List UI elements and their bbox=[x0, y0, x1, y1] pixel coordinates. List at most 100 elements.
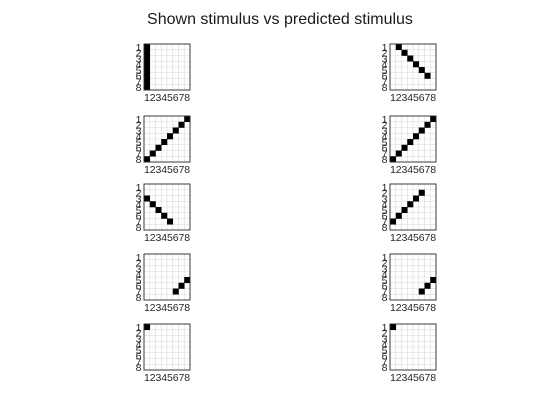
x-tick-label: 2 bbox=[150, 92, 156, 104]
x-tick-label: 5 bbox=[167, 92, 173, 104]
y-tick-label: 1 bbox=[136, 42, 142, 54]
y-tick-label: 4 bbox=[382, 59, 388, 71]
y-tick-label: 1 bbox=[382, 252, 388, 264]
x-tick-label: 3 bbox=[155, 302, 161, 314]
filled-cell bbox=[418, 288, 425, 295]
filled-cell bbox=[155, 144, 162, 151]
y-tick-label: 8 bbox=[136, 222, 142, 234]
filled-cell bbox=[413, 195, 420, 202]
y-tick-label: 4 bbox=[136, 131, 142, 143]
x-tick-label: 6 bbox=[419, 92, 425, 104]
y-tick-label: 2 bbox=[382, 328, 388, 340]
y-tick-label: 2 bbox=[136, 328, 142, 340]
filled-cell bbox=[178, 121, 185, 128]
filled-cell bbox=[430, 277, 437, 284]
x-tick-label: 3 bbox=[401, 164, 407, 176]
x-tick-label: 1 bbox=[390, 302, 396, 314]
x-tick-label: 3 bbox=[155, 372, 161, 384]
x-tick-label: 2 bbox=[396, 164, 402, 176]
y-tick-label: 1 bbox=[382, 114, 388, 126]
y-tick-label: 6 bbox=[382, 351, 388, 363]
x-tick-label: 7 bbox=[424, 164, 430, 176]
x-tick-label: 6 bbox=[173, 302, 179, 314]
y-tick-label: 3 bbox=[136, 125, 142, 137]
x-tick-label: 6 bbox=[173, 232, 179, 244]
y-tick-label: 6 bbox=[136, 351, 142, 363]
filled-cell bbox=[172, 288, 179, 295]
x-tick-label: 1 bbox=[144, 92, 150, 104]
figure-title: Shown stimulus vs predicted stimulus bbox=[147, 11, 413, 28]
x-tick-label: 4 bbox=[161, 164, 167, 176]
x-tick-label: 7 bbox=[424, 372, 430, 384]
x-tick-label: 4 bbox=[407, 232, 413, 244]
x-tick-label: 1 bbox=[390, 232, 396, 244]
y-tick-label: 2 bbox=[136, 120, 142, 132]
filled-cell bbox=[155, 207, 162, 214]
filled-cell bbox=[149, 201, 156, 208]
y-tick-label: 1 bbox=[136, 252, 142, 264]
y-tick-label: 4 bbox=[136, 269, 142, 281]
y-tick-label: 5 bbox=[136, 137, 142, 149]
filled-cell bbox=[418, 67, 425, 74]
filled-cell bbox=[144, 67, 151, 74]
x-tick-label: 7 bbox=[178, 372, 184, 384]
y-tick-label: 8 bbox=[136, 82, 142, 94]
y-tick-label: 2 bbox=[382, 258, 388, 270]
filled-cell bbox=[144, 44, 151, 51]
y-tick-label: 7 bbox=[136, 148, 142, 160]
filled-cell bbox=[395, 44, 402, 51]
filled-cell bbox=[161, 139, 168, 146]
x-tick-label: 3 bbox=[401, 92, 407, 104]
y-tick-label: 7 bbox=[136, 216, 142, 228]
x-tick-label: 2 bbox=[150, 302, 156, 314]
y-tick-label: 1 bbox=[382, 42, 388, 54]
x-tick-label: 1 bbox=[390, 372, 396, 384]
x-tick-label: 5 bbox=[413, 372, 419, 384]
y-tick-label: 1 bbox=[136, 182, 142, 194]
y-tick-label: 3 bbox=[136, 333, 142, 345]
x-tick-label: 5 bbox=[413, 92, 419, 104]
x-tick-label: 5 bbox=[413, 232, 419, 244]
filled-cell bbox=[167, 133, 174, 140]
y-tick-label: 4 bbox=[136, 339, 142, 351]
y-tick-label: 8 bbox=[136, 154, 142, 166]
y-tick-label: 5 bbox=[136, 345, 142, 357]
x-tick-label: 3 bbox=[401, 232, 407, 244]
x-tick-label: 4 bbox=[407, 302, 413, 314]
x-tick-label: 5 bbox=[167, 164, 173, 176]
y-tick-label: 1 bbox=[382, 322, 388, 334]
x-tick-label: 7 bbox=[178, 164, 184, 176]
y-tick-label: 7 bbox=[382, 216, 388, 228]
filled-cell bbox=[144, 84, 151, 91]
y-tick-label: 3 bbox=[382, 53, 388, 65]
y-tick-label: 4 bbox=[136, 199, 142, 211]
y-tick-label: 8 bbox=[382, 222, 388, 234]
y-tick-label: 8 bbox=[382, 154, 388, 166]
x-tick-label: 8 bbox=[430, 302, 436, 314]
x-tick-label: 6 bbox=[419, 232, 425, 244]
y-tick-label: 7 bbox=[136, 286, 142, 298]
x-tick-label: 6 bbox=[419, 372, 425, 384]
filled-cell bbox=[401, 144, 408, 151]
filled-cell bbox=[390, 218, 397, 225]
filled-cell bbox=[418, 189, 425, 196]
y-tick-label: 7 bbox=[382, 148, 388, 160]
filled-cell bbox=[149, 150, 156, 157]
filled-cell bbox=[172, 127, 179, 134]
y-tick-label: 6 bbox=[136, 281, 142, 293]
filled-cell bbox=[161, 212, 168, 219]
y-tick-label: 6 bbox=[382, 211, 388, 223]
x-tick-label: 4 bbox=[161, 372, 167, 384]
x-tick-label: 8 bbox=[430, 372, 436, 384]
y-tick-label: 2 bbox=[382, 48, 388, 60]
y-tick-label: 5 bbox=[136, 205, 142, 217]
panel-frame bbox=[143, 183, 191, 231]
